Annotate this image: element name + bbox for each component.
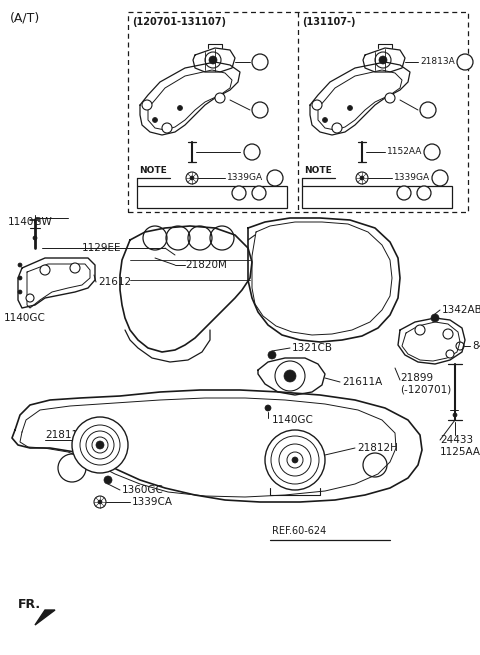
Circle shape — [348, 105, 352, 111]
Circle shape — [267, 170, 283, 186]
Text: 84149B: 84149B — [472, 341, 480, 351]
Text: 4: 4 — [421, 189, 427, 198]
Circle shape — [190, 176, 194, 180]
Text: 3: 3 — [249, 147, 255, 157]
Text: 1129EE: 1129EE — [82, 243, 121, 253]
Circle shape — [268, 351, 276, 359]
Text: 1342AB: 1342AB — [442, 305, 480, 315]
Text: 1140GC: 1140GC — [4, 313, 46, 323]
Circle shape — [457, 54, 473, 70]
Text: 1339GA: 1339GA — [394, 174, 430, 183]
Circle shape — [186, 172, 198, 184]
Text: 24433: 24433 — [440, 435, 473, 445]
Text: 1339CA: 1339CA — [132, 497, 173, 507]
Text: NOTE: NOTE — [139, 166, 167, 175]
Circle shape — [215, 93, 225, 103]
Text: 21811F: 21811F — [45, 430, 84, 440]
Text: 21820M: 21820M — [185, 260, 227, 270]
Circle shape — [18, 290, 22, 294]
Circle shape — [443, 329, 453, 339]
Circle shape — [252, 186, 266, 200]
Text: 1: 1 — [401, 189, 407, 198]
Circle shape — [265, 405, 271, 411]
Circle shape — [70, 263, 80, 273]
Text: 4: 4 — [272, 173, 278, 183]
Text: 4: 4 — [437, 173, 443, 183]
Circle shape — [26, 294, 34, 302]
Circle shape — [18, 276, 22, 280]
Text: 1360GC: 1360GC — [122, 485, 164, 495]
Text: ~: ~ — [247, 188, 255, 198]
Circle shape — [98, 500, 102, 504]
Circle shape — [360, 176, 364, 180]
Circle shape — [446, 350, 454, 358]
Text: 1339GA: 1339GA — [227, 174, 263, 183]
Circle shape — [162, 123, 172, 133]
Text: 21813A: 21813A — [420, 58, 455, 67]
Text: (131107-): (131107-) — [302, 17, 356, 27]
Text: 3: 3 — [429, 147, 435, 157]
Text: 1140GC: 1140GC — [272, 415, 314, 425]
Circle shape — [72, 417, 128, 473]
Polygon shape — [35, 610, 55, 625]
Text: 1: 1 — [236, 189, 241, 198]
Circle shape — [209, 56, 217, 64]
Circle shape — [424, 144, 440, 160]
Text: (A/T): (A/T) — [10, 12, 40, 24]
Circle shape — [96, 441, 104, 449]
Circle shape — [420, 102, 436, 118]
Circle shape — [415, 325, 425, 335]
Circle shape — [453, 413, 457, 417]
Text: (120701-131107): (120701-131107) — [132, 17, 226, 27]
Text: 1: 1 — [462, 57, 468, 67]
Text: THE NO. 21899 :: THE NO. 21899 : — [306, 189, 380, 198]
Text: 1152AA: 1152AA — [387, 147, 422, 157]
Text: FR.: FR. — [18, 599, 41, 612]
Text: ~: ~ — [412, 188, 420, 198]
Text: 21611A: 21611A — [342, 377, 382, 387]
Circle shape — [292, 457, 298, 463]
Circle shape — [431, 314, 439, 322]
Circle shape — [417, 186, 431, 200]
Circle shape — [379, 56, 387, 64]
Text: 1: 1 — [257, 57, 263, 67]
Text: 1140GW: 1140GW — [8, 217, 53, 227]
Text: REF.60-624: REF.60-624 — [272, 526, 326, 536]
Text: 21612: 21612 — [98, 277, 131, 287]
Circle shape — [142, 100, 152, 110]
Text: 1125AA: 1125AA — [440, 447, 480, 457]
Circle shape — [265, 430, 325, 490]
Circle shape — [312, 100, 322, 110]
Circle shape — [323, 117, 327, 122]
Circle shape — [356, 172, 368, 184]
Circle shape — [33, 236, 37, 240]
Bar — [302, 186, 452, 208]
Text: NOTE: NOTE — [304, 166, 332, 175]
Circle shape — [332, 123, 342, 133]
Circle shape — [244, 144, 260, 160]
Circle shape — [284, 370, 296, 382]
Text: 21812H: 21812H — [357, 443, 398, 453]
Circle shape — [104, 476, 112, 484]
Circle shape — [432, 170, 448, 186]
Circle shape — [252, 54, 268, 70]
Text: 2: 2 — [425, 105, 431, 115]
Bar — [137, 186, 287, 208]
Text: 1321CB: 1321CB — [292, 343, 333, 353]
Circle shape — [178, 105, 182, 111]
Circle shape — [232, 186, 246, 200]
Text: (-120701): (-120701) — [400, 385, 451, 395]
Circle shape — [153, 117, 157, 122]
Text: 4: 4 — [256, 189, 262, 198]
Text: 2: 2 — [257, 105, 263, 115]
Bar — [128, 12, 468, 212]
Circle shape — [94, 496, 106, 508]
Circle shape — [385, 93, 395, 103]
Text: 21899: 21899 — [400, 373, 433, 383]
Circle shape — [397, 186, 411, 200]
Circle shape — [18, 263, 22, 267]
Circle shape — [252, 102, 268, 118]
Circle shape — [40, 265, 50, 275]
Text: THE NO. 21899 :: THE NO. 21899 : — [141, 189, 215, 198]
